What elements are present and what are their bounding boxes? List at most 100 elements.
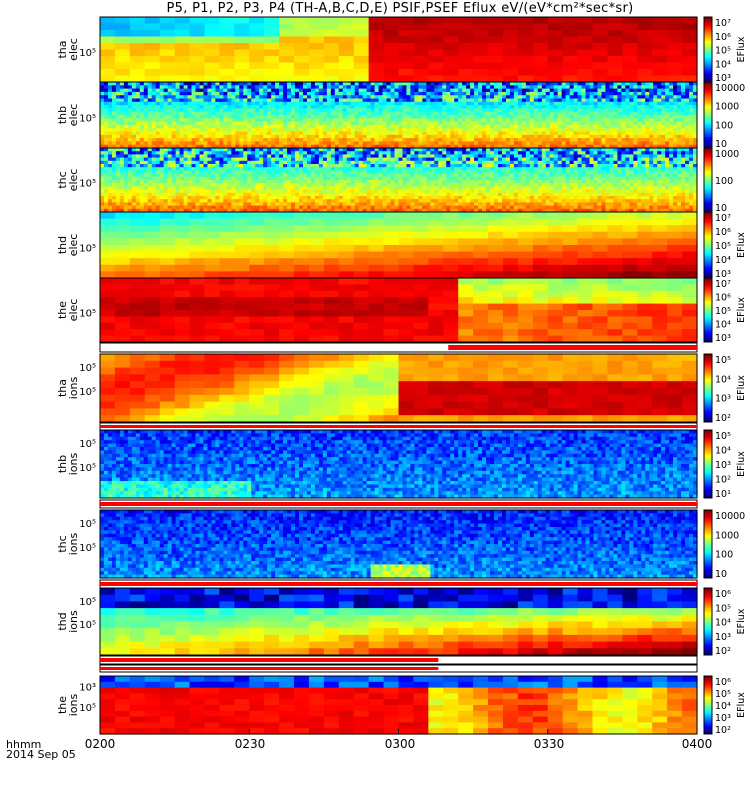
colorbar-tick: 10⁴ bbox=[715, 618, 731, 629]
colorbar-thdelec: 10⁷ 10⁶ 10⁵ 10⁴ 10³ EFlux bbox=[703, 211, 747, 280]
panel-label: thbelec bbox=[56, 104, 80, 127]
colorbar-tick: 1000 bbox=[715, 149, 739, 160]
colorbar-tick: 10⁶ bbox=[715, 589, 731, 600]
panel-label: thbions bbox=[56, 452, 80, 475]
y-tick: 10⁵ bbox=[79, 48, 96, 59]
colorbar-thcions: 10000 1000 100 10 bbox=[703, 509, 745, 580]
mode-bar-tha bbox=[99, 422, 698, 431]
colorbar-tick: 10³ bbox=[715, 333, 731, 344]
colorbar-tick: 10³ bbox=[715, 394, 731, 405]
colorbar-thaions: 10⁵ 10⁴ 10³ 10² EFlux bbox=[703, 353, 747, 424]
colorbar-theelec: 10⁷ 10⁶ 10⁵ 10⁴ 10³ EFlux bbox=[703, 277, 747, 344]
colorbar-thbelec: 10000 1000 100 10 bbox=[703, 81, 745, 150]
colorbar-tick: 10² bbox=[715, 475, 731, 486]
y-tick: 10⁵ bbox=[79, 308, 96, 319]
colorbar-tick: 100 bbox=[715, 176, 733, 187]
colorbar-tick: 10³ bbox=[715, 460, 731, 471]
colorbar-tick: 10³ bbox=[715, 269, 731, 280]
colorbar-label: EFlux bbox=[736, 692, 747, 718]
colorbar-tick: 10⁶ bbox=[715, 677, 731, 688]
colorbar-tick: 10⁵ bbox=[715, 355, 731, 366]
panel-frame bbox=[99, 277, 698, 343]
colorbar-tick: 10² bbox=[715, 646, 731, 657]
panel-label: thcions bbox=[56, 532, 80, 555]
colorbar-tick: 10000 bbox=[715, 511, 745, 522]
x-tick-0330: 0330 bbox=[533, 737, 565, 751]
y-tick: 10⁵ bbox=[79, 387, 96, 398]
colorbar-tick: 10⁷ bbox=[715, 213, 731, 224]
y-tick-upper: 10⁵ bbox=[79, 363, 96, 374]
y-tick: 10⁵ bbox=[79, 620, 96, 631]
colorbar-label: EFlux bbox=[736, 297, 747, 323]
panel-label: thaelec bbox=[56, 38, 80, 61]
colorbar-tick: 10⁶ bbox=[715, 227, 731, 238]
x-tick-0300: 0300 bbox=[384, 737, 416, 751]
panel-label: thcelec bbox=[56, 169, 80, 192]
colorbar-label: EFlux bbox=[736, 36, 747, 62]
colorbar-tick: 10⁵ bbox=[715, 46, 731, 57]
y-tick-upper: 10⁵ bbox=[79, 519, 96, 530]
panel-label: theions bbox=[56, 693, 80, 716]
colorbar-tick: 10⁶ bbox=[715, 32, 731, 43]
colorbar-tick: 10 bbox=[715, 203, 727, 214]
colorbar-tick: 1000 bbox=[715, 102, 739, 113]
colorbar-thcelec: 1000 100 10 bbox=[703, 147, 739, 214]
colorbar-tick: 10000 bbox=[715, 83, 745, 94]
colorbar-tick: 10⁷ bbox=[715, 18, 731, 29]
panel-label: thdions bbox=[56, 610, 80, 633]
mode-bar-the bbox=[99, 342, 698, 353]
colorbar-tick: 10⁴ bbox=[715, 701, 731, 712]
colorbar-label: EFlux bbox=[736, 451, 747, 477]
mode-bar-thd bbox=[99, 655, 698, 665]
colorbar-tick: 1000 bbox=[715, 530, 739, 541]
colorbar-label: EFlux bbox=[736, 232, 747, 258]
panel-label: thdelec bbox=[56, 234, 80, 257]
colorbar-tick: 100 bbox=[715, 120, 733, 131]
mode-bar-thb bbox=[99, 499, 698, 509]
colorbar-tick: 10⁵ bbox=[715, 603, 731, 614]
panel-label: theelec bbox=[56, 299, 80, 322]
y-tick-upper: 10³ bbox=[79, 683, 96, 694]
colorbar-tick: 10⁴ bbox=[715, 374, 731, 385]
colorbar-tick: 10 bbox=[715, 569, 727, 580]
colorbar-tick: 10³ bbox=[715, 73, 731, 84]
colorbar-tick: 10⁵ bbox=[715, 431, 731, 442]
x-axis-label: hhmm bbox=[6, 738, 42, 751]
colorbar-label: EFlux bbox=[736, 608, 747, 634]
x-tick-0230: 0230 bbox=[234, 737, 266, 751]
y-tick: 10⁵ bbox=[79, 178, 96, 189]
y-tick: 10⁵ bbox=[79, 703, 96, 714]
panel-thbelec: thbelec 10⁵ 10000 1000 100 10 bbox=[56, 81, 745, 150]
colorbar-tick: 10³ bbox=[715, 632, 731, 643]
colorbar-tick: 10⁵ bbox=[715, 306, 731, 317]
colorbar-tick: 100 bbox=[715, 550, 733, 561]
x-tick-0400: 0400 bbox=[681, 737, 713, 751]
panel-frame bbox=[99, 353, 698, 423]
colorbar-tick: 10⁴ bbox=[715, 320, 731, 331]
chart-title: P5, P1, P2, P3, P4 (TH-A,B,C,D,E) PSIF,P… bbox=[166, 1, 634, 16]
colorbar-tick: 10⁷ bbox=[715, 279, 731, 290]
colorbar-tick: 10 bbox=[715, 139, 727, 150]
colorbar-tick: 10¹ bbox=[715, 489, 731, 500]
colorbar-tick: 10⁵ bbox=[715, 689, 731, 700]
y-tick: 10⁵ bbox=[79, 244, 96, 255]
date-label: 2014 Sep 05 bbox=[6, 748, 76, 761]
colorbar-thdions: 10⁶ 10⁵ 10⁴ 10³ 10² EFlux bbox=[703, 587, 747, 657]
mode-bar-the2 bbox=[99, 664, 698, 673]
colorbar-tick: 10⁵ bbox=[715, 241, 731, 252]
colorbar-thbions: 10⁵ 10⁴ 10³ 10² 10¹ EFlux bbox=[703, 429, 747, 500]
colorbar-tick: 10³ bbox=[715, 713, 731, 724]
panel-frame bbox=[99, 509, 698, 579]
y-tick: 10⁵ bbox=[79, 463, 96, 474]
panel-label: thaions bbox=[56, 376, 80, 399]
panel-thcelec: thcelec 10⁵ 1000 100 10 bbox=[56, 147, 739, 214]
colorbar-tick: 10⁶ bbox=[715, 293, 731, 304]
y-tick-upper: 10⁵ bbox=[79, 439, 96, 450]
